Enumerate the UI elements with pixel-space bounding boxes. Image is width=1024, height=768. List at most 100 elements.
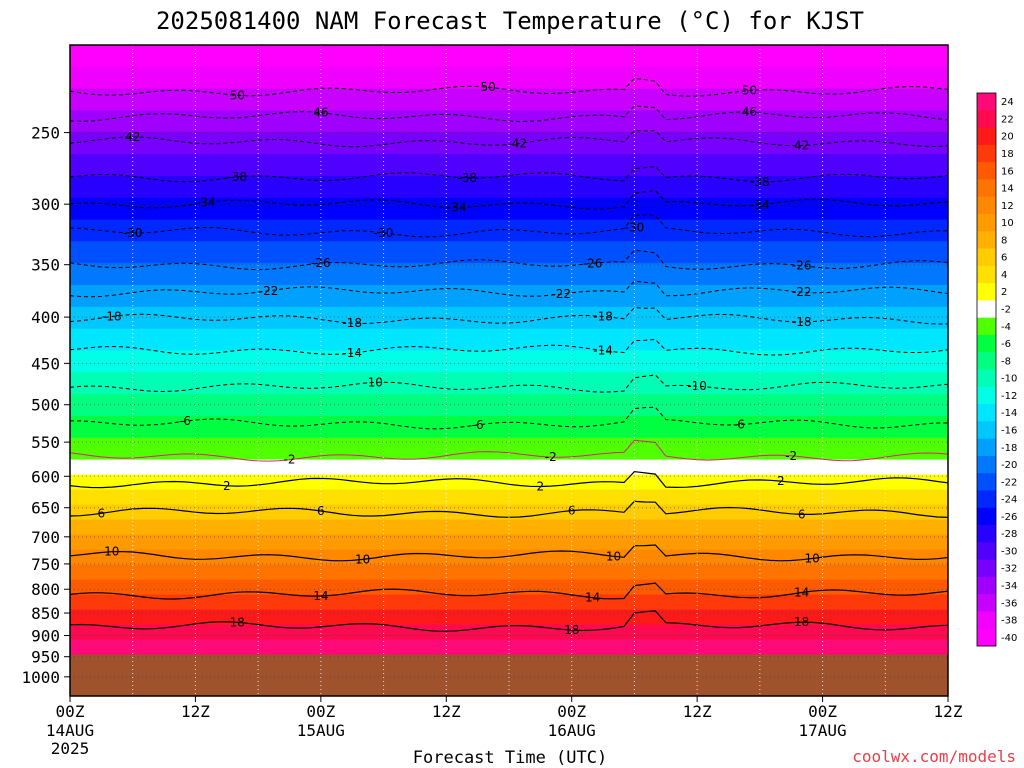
isotherm-label: 6	[98, 506, 106, 520]
colorbar-label: -6	[1001, 339, 1011, 350]
y-tick-label: 950	[31, 648, 60, 667]
isotherm-label: -26	[311, 256, 331, 270]
isotherm-label: -14	[342, 346, 362, 360]
isotherm-label: 18	[564, 623, 579, 637]
colorbar-label: -36	[1001, 598, 1017, 609]
isotherm-label: -18	[102, 310, 122, 324]
isotherm-line	[70, 544, 948, 562]
isotherm-label: -22	[259, 284, 279, 298]
y-tick-label: 550	[31, 433, 60, 452]
colorbar-label: -22	[1001, 477, 1017, 488]
isotherm-line	[70, 307, 948, 325]
colorbar-label: -32	[1001, 564, 1017, 575]
temperature-fill-layer	[70, 45, 948, 696]
y-tick-label: 450	[31, 354, 60, 373]
isotherm-label: -6	[179, 414, 191, 428]
colorbar-label: 24	[1001, 97, 1014, 108]
colorbar-swatch	[977, 127, 996, 146]
isotherm-label: 14	[794, 586, 809, 600]
colorbar-swatch	[977, 300, 996, 319]
temp-band-24	[70, 639, 948, 656]
y-tick-label: 650	[31, 499, 60, 518]
isotherm-label: -6	[472, 418, 484, 432]
isotherm-label: 42	[125, 130, 140, 144]
y-tick-label: 750	[31, 555, 60, 574]
isotherm-label: -18	[593, 310, 613, 324]
chart-title: 2025081400 NAM Forecast Temperature (°C)…	[156, 7, 864, 35]
temp-band--24	[70, 219, 948, 242]
temp-band--26	[70, 197, 948, 221]
y-tick-label: 300	[31, 195, 60, 214]
colorbar-label: -8	[1001, 356, 1011, 367]
isotherm-label: 46	[742, 105, 757, 119]
isotherm-label: -22	[792, 285, 812, 299]
isotherm-label: -22	[551, 287, 571, 301]
colorbar-legend: 24 22 20 18 16 14 12 10 8 6 4 2 -2 -4 -6 -8 -10 -12 -14 -16…	[976, 92, 1017, 647]
y-tick-label: 1000	[21, 668, 60, 687]
isotherm-label: -18	[342, 316, 362, 330]
colorbar-swatch	[977, 594, 996, 612]
colorbar-label: 6	[1001, 253, 1007, 264]
y-tick-label: 700	[31, 528, 60, 547]
isotherm-label: 6	[568, 504, 576, 518]
colorbar-swatch	[977, 525, 996, 543]
x-tick-label: 12Z	[683, 702, 712, 721]
x-tick-date-label: 14AUG	[46, 721, 94, 740]
y-tick-label: 350	[31, 256, 60, 275]
temp-band--32	[70, 132, 948, 155]
x-tick-label: 00Z	[56, 702, 85, 721]
isotherm-label: 50	[480, 80, 495, 94]
isotherm-label: -14	[593, 344, 613, 358]
isotherm-label: -10	[363, 375, 383, 389]
colorbar-swatch	[977, 490, 996, 509]
colorbar-swatch	[977, 110, 996, 128]
colorbar-swatch	[977, 213, 996, 232]
y-axis: 250 300 350 400 450 500 550 600 650 700 750 800 850 9…	[21, 124, 70, 687]
x-tick-label: 12Z	[432, 702, 461, 721]
isotherm-label: -10	[687, 379, 707, 393]
isotherm-label: 46	[313, 106, 328, 120]
colorbar-label: -4	[1001, 322, 1011, 333]
colorbar-label: -10	[1001, 374, 1017, 385]
temp-band-8	[70, 519, 948, 536]
x-tick-label: 12Z	[934, 702, 963, 721]
temp-band-10	[70, 534, 948, 551]
colorbar-swatch	[977, 196, 996, 215]
x-tick-date-label: 17AUG	[798, 721, 846, 740]
colorbar-frame	[976, 92, 997, 647]
y-tick-label: 250	[31, 124, 60, 143]
grid-layer	[70, 45, 948, 696]
colorbar-swatch	[977, 421, 996, 440]
isotherm-line	[70, 130, 948, 148]
y-tick-label: 500	[31, 396, 60, 415]
temp-band--18	[70, 285, 948, 308]
temp-band-14	[70, 564, 948, 581]
isotherm-label: 50	[230, 88, 245, 102]
temp-band--22	[70, 241, 948, 264]
colorbar-swatch	[977, 404, 996, 422]
isotherm-line	[70, 582, 948, 600]
plot-frame	[69, 44, 949, 697]
y-tick-label: 800	[31, 580, 60, 599]
colorbar-label: 20	[1001, 132, 1014, 143]
isotherm-label: -18	[792, 315, 812, 329]
colorbar-swatch	[977, 93, 996, 111]
colorbar-swatch	[977, 283, 996, 301]
isotherm-label: 18	[230, 615, 245, 629]
colorbar-swatch	[977, 317, 996, 336]
colorbar-label: 8	[1001, 235, 1007, 246]
y-tick-label: 850	[31, 604, 60, 623]
colorbar-label: -2	[1001, 305, 1011, 316]
colorbar-swatch	[977, 507, 996, 526]
isotherm-label: -30	[374, 226, 394, 240]
y-tick-label: 600	[31, 467, 60, 486]
isotherm-label: -2	[284, 453, 296, 467]
isotherm-label: 42	[794, 139, 809, 153]
colorbar-swatch	[977, 473, 996, 491]
temp-band--6	[70, 415, 948, 439]
isotherm-label: 18	[794, 615, 809, 629]
y-tick-label: 900	[31, 626, 60, 645]
